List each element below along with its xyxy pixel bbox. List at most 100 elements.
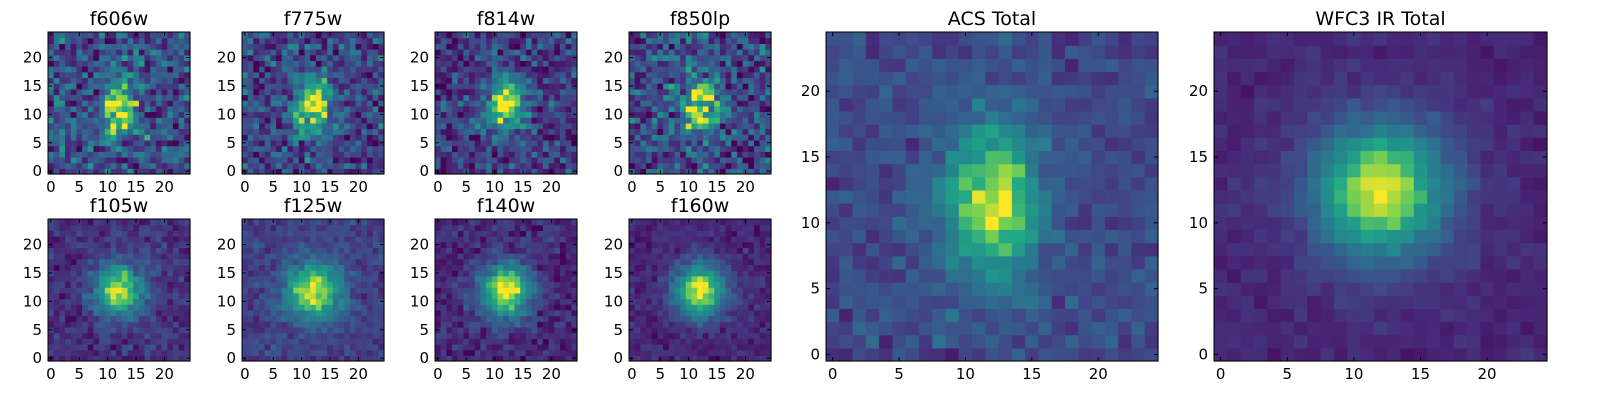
heatmap-cell	[184, 49, 191, 56]
heatmap-cell	[259, 309, 266, 317]
heatmap-cell	[525, 66, 533, 73]
heatmap-cell	[116, 247, 123, 254]
heatmap-cell	[680, 304, 687, 311]
heatmap-cell	[514, 224, 521, 231]
heatmap-cell	[76, 270, 83, 277]
heatmap-cell	[668, 315, 676, 322]
heatmap-cell	[702, 287, 710, 294]
heatmap-cell	[542, 321, 550, 328]
heatmap-cell	[161, 100, 168, 107]
heatmap-cell	[172, 258, 180, 266]
heatmap-cell	[559, 77, 567, 84]
heatmap-cell	[116, 236, 123, 243]
heatmap-cell	[344, 60, 351, 67]
heatmap-cell	[293, 315, 300, 322]
heatmap-cell	[110, 54, 117, 61]
heatmap-cell	[708, 270, 715, 277]
heatmap-cell	[48, 343, 55, 351]
heatmap-cell	[361, 338, 368, 345]
heatmap-cell	[435, 292, 442, 300]
heatmap-cell	[571, 49, 578, 56]
heatmap-cell	[70, 321, 77, 328]
heatmap-cell	[480, 168, 487, 175]
heatmap-cell	[531, 134, 538, 141]
heatmap-cell	[668, 83, 676, 90]
heatmap-cell	[349, 275, 357, 283]
heatmap-cell	[327, 111, 334, 118]
heatmap-cell	[491, 292, 499, 300]
heatmap-cell	[287, 43, 294, 50]
heatmap-cell	[93, 236, 100, 243]
heatmap-cell	[338, 241, 345, 248]
heatmap-cell	[486, 43, 493, 50]
heatmap-cell	[104, 111, 112, 118]
heatmap-cell	[452, 151, 459, 158]
heatmap-cell	[372, 298, 379, 305]
heatmap-cell	[765, 156, 772, 164]
heatmap-cell	[127, 270, 134, 277]
heatmap-cell	[82, 54, 89, 61]
heatmap-cell	[503, 128, 510, 135]
heatmap-cell	[457, 349, 464, 356]
heatmap-cell	[355, 83, 362, 90]
heatmap-cell	[133, 156, 140, 164]
heatmap-cell	[287, 304, 294, 311]
heatmap-cell	[542, 88, 550, 96]
heatmap-cell	[48, 105, 55, 113]
heatmap-cell	[65, 304, 72, 311]
heatmap-cell	[469, 241, 476, 248]
axes-frame	[628, 31, 772, 175]
heatmap-cell	[53, 230, 60, 237]
heatmap-cell	[304, 105, 311, 113]
heatmap-cell	[474, 111, 482, 118]
x-tick-label: 0	[433, 365, 443, 383]
heatmap-cell	[82, 304, 89, 311]
heatmap-cell	[372, 49, 379, 56]
heatmap-cell	[116, 111, 123, 118]
heatmap-cell	[685, 37, 693, 44]
heatmap-cell	[87, 264, 95, 271]
heatmap-cell	[48, 224, 55, 231]
heatmap-cell	[542, 338, 550, 345]
heatmap-cell	[759, 71, 766, 79]
heatmap-cell	[70, 338, 77, 345]
heatmap-cell	[184, 281, 191, 288]
heatmap-cell	[99, 168, 106, 175]
heatmap-cell	[463, 77, 470, 84]
heatmap-cell	[276, 43, 283, 50]
heatmap-cell	[338, 66, 345, 73]
heatmap-cell	[76, 224, 83, 231]
heatmap-cell	[680, 275, 687, 283]
heatmap-cell	[497, 71, 504, 79]
heatmap-cell	[520, 292, 527, 300]
heatmap-cell	[150, 355, 157, 362]
heatmap-cell	[651, 100, 658, 107]
heatmap-cell	[714, 145, 721, 152]
heatmap-cell	[503, 241, 510, 248]
heatmap-cell	[167, 111, 174, 118]
heatmap-cell	[253, 54, 260, 61]
heatmap-cell	[264, 287, 271, 294]
heatmap-cell	[537, 88, 544, 96]
heatmap-cell	[276, 264, 283, 271]
heatmap-cell	[121, 60, 129, 67]
heatmap-cell	[53, 134, 60, 141]
heatmap-cell	[685, 292, 693, 300]
heatmap-cell	[674, 139, 681, 147]
heatmap-cell	[293, 270, 300, 277]
heatmap-cell	[571, 94, 578, 101]
heatmap-cell	[253, 321, 260, 328]
heatmap-cell	[155, 71, 163, 79]
heatmap-cell	[714, 281, 721, 288]
heatmap-cell	[708, 88, 715, 96]
heatmap-cell	[121, 332, 129, 339]
heatmap-cell	[629, 145, 636, 152]
heatmap-cell	[736, 54, 744, 61]
heatmap-cell	[321, 343, 328, 351]
heatmap-cell	[446, 128, 453, 135]
heatmap-cell	[742, 88, 749, 96]
heatmap-cell	[674, 37, 681, 44]
heatmap-cell	[304, 236, 311, 243]
heatmap-cell	[366, 168, 374, 175]
heatmap-cell	[520, 281, 527, 288]
